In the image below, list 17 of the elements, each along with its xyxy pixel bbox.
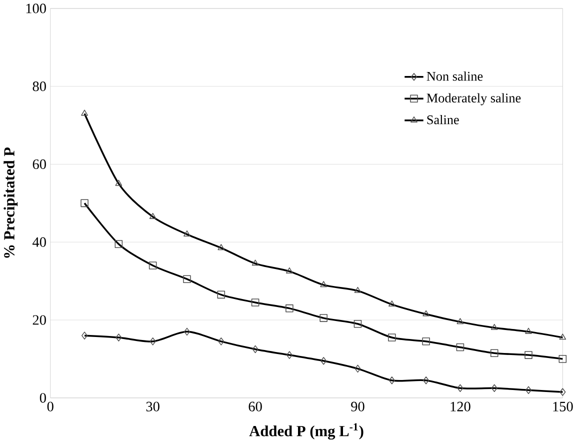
x-axis-title: Added P (mg L$^{-1}$): [249, 423, 364, 440]
x-tick-label: 60: [248, 402, 262, 412]
y-tick-label: 20: [32, 315, 46, 325]
legend-label: Non saline: [426, 71, 483, 81]
y-tick-label: 60: [32, 159, 46, 169]
x-tick-label: 90: [351, 402, 364, 412]
y-tick-label: 0: [40, 392, 46, 403]
x-tick-label: 150: [553, 402, 573, 412]
y-axis-title: % Precipitated P: [4, 147, 18, 258]
y-tick-label: 80: [32, 81, 46, 92]
y-tick-label: 100: [26, 4, 46, 14]
y-tick-label: 40: [32, 237, 46, 247]
legend-label: Saline: [427, 114, 459, 124]
legend-label: Moderately saline: [426, 93, 521, 106]
x-tick-label: 0: [47, 402, 54, 412]
x-tick-label: 120: [450, 402, 470, 412]
x-tick-label: 30: [146, 402, 160, 412]
